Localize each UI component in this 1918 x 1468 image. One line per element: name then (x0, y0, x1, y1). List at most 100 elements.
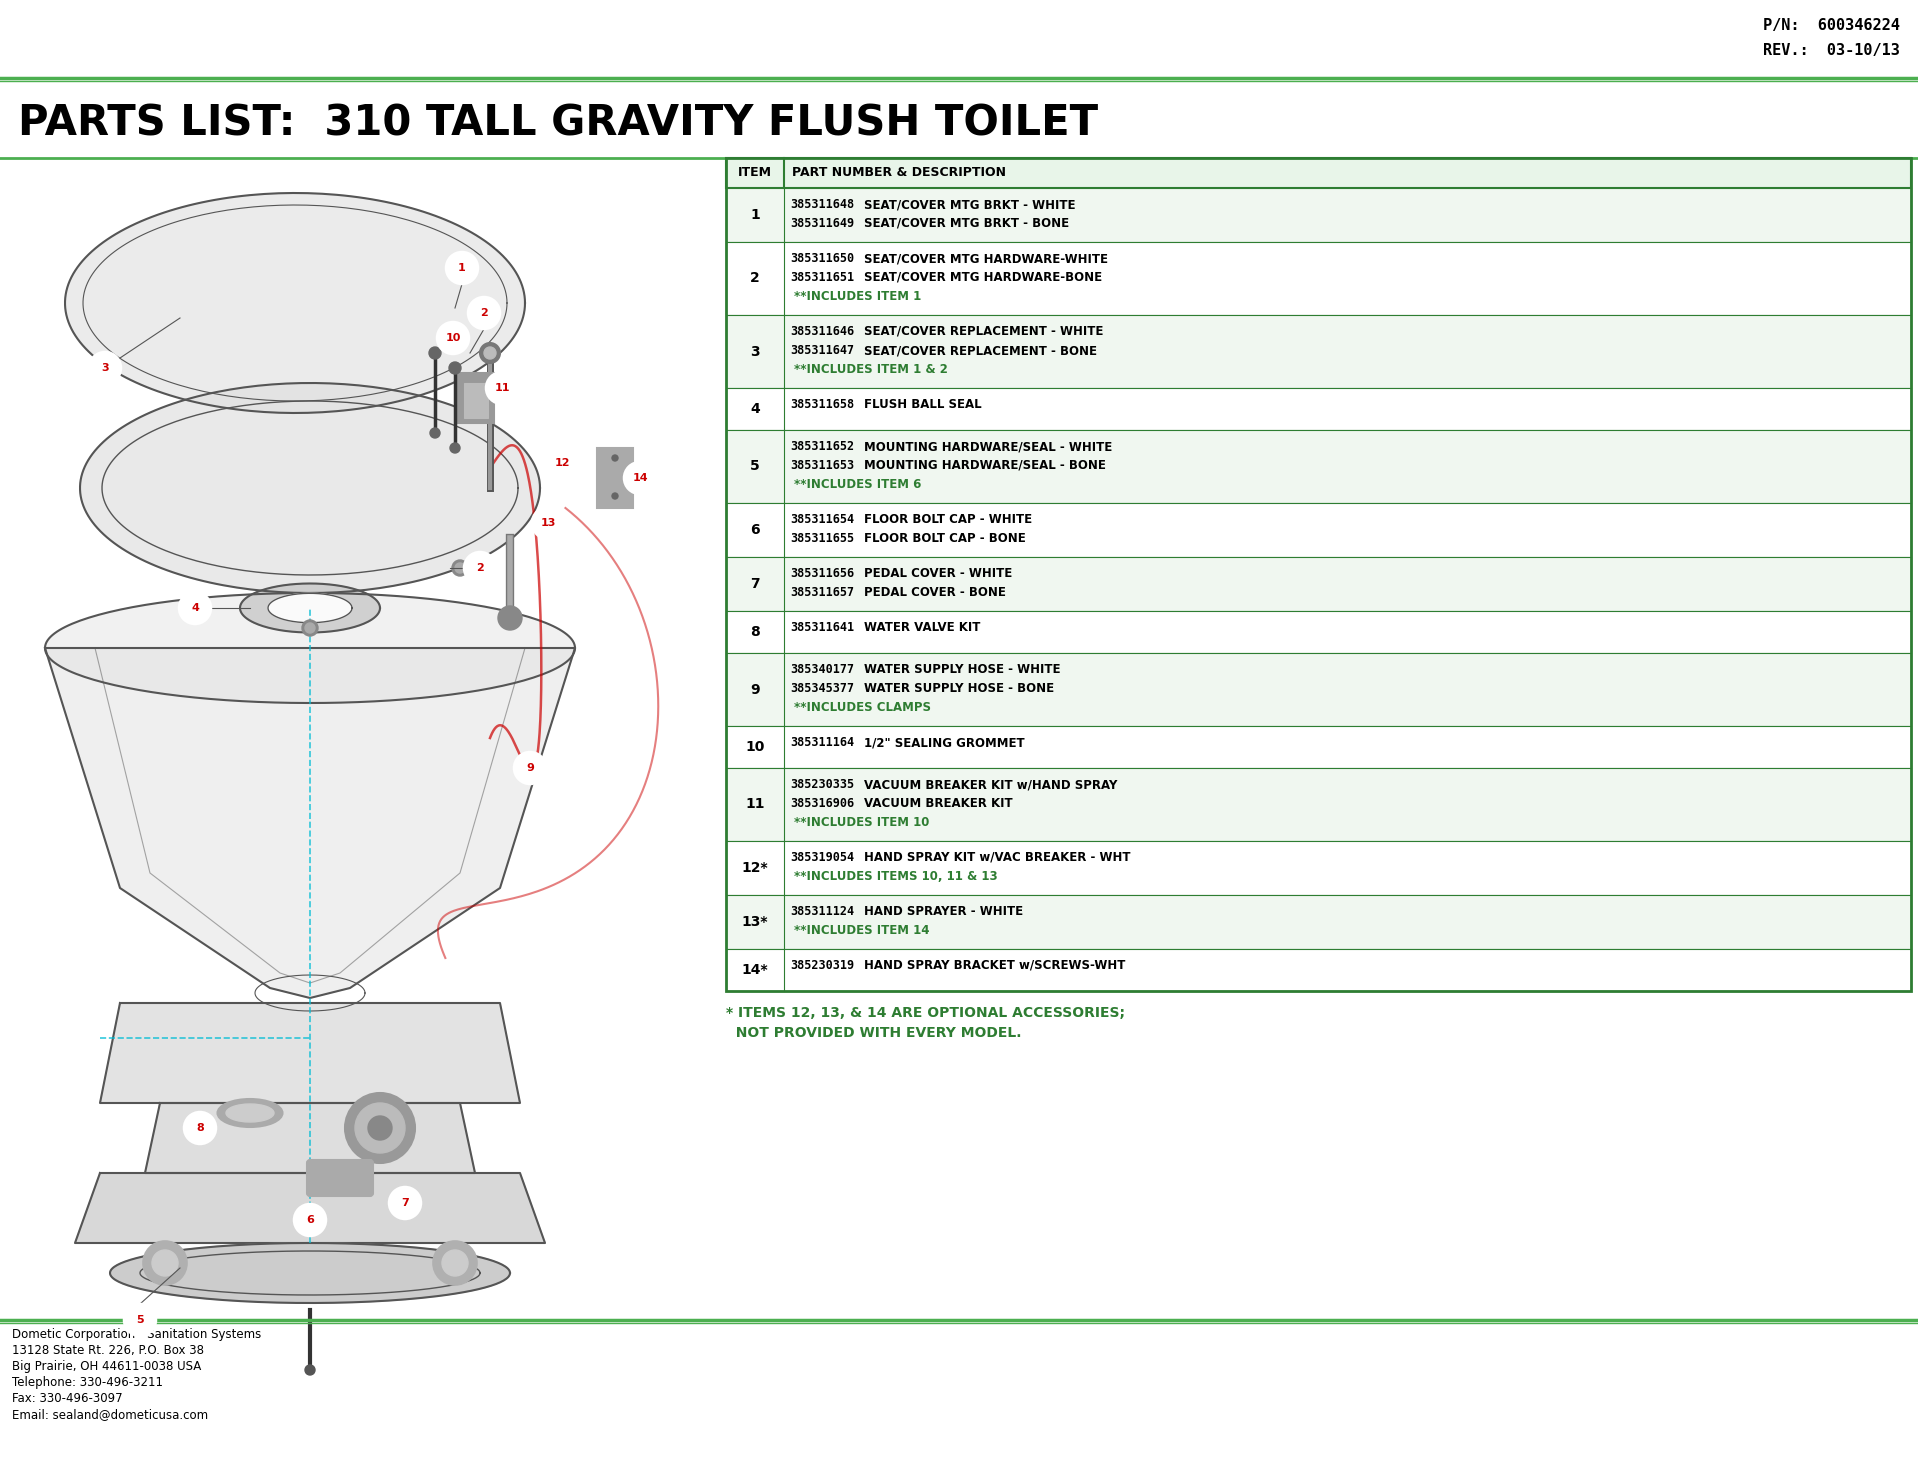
Text: 11: 11 (746, 797, 765, 812)
Circle shape (144, 1240, 186, 1284)
Text: PART NUMBER & DESCRIPTION: PART NUMBER & DESCRIPTION (792, 166, 1007, 179)
Ellipse shape (217, 1100, 282, 1127)
Text: **INCLUDES ITEM 1: **INCLUDES ITEM 1 (794, 291, 921, 302)
Text: 385311656: 385311656 (790, 567, 854, 580)
Text: 385340177: 385340177 (790, 664, 854, 675)
Bar (727, 556, 1910, 611)
Circle shape (612, 493, 618, 499)
Text: 7: 7 (401, 1198, 409, 1208)
Text: HAND SPRAYER - WHITE: HAND SPRAYER - WHITE (863, 904, 1022, 918)
Text: **INCLUDES ITEM 6: **INCLUDES ITEM 6 (794, 479, 921, 490)
Text: 385230335: 385230335 (790, 778, 854, 791)
Bar (727, 727, 1910, 768)
Text: 13: 13 (541, 518, 556, 528)
Bar (727, 430, 1910, 504)
Text: MOUNTING HARDWARE/SEAL - BONE: MOUNTING HARDWARE/SEAL - BONE (863, 459, 1107, 473)
Text: Fax: 330-496-3097: Fax: 330-496-3097 (12, 1392, 123, 1405)
Bar (727, 188, 1910, 242)
Polygon shape (44, 593, 575, 703)
Text: 385311652: 385311652 (790, 440, 854, 454)
Bar (727, 611, 1910, 653)
Text: **INCLUDES CLAMPS: **INCLUDES CLAMPS (794, 702, 930, 713)
FancyBboxPatch shape (596, 448, 633, 508)
Text: 13128 State Rt. 226, P.O. Box 38: 13128 State Rt. 226, P.O. Box 38 (12, 1345, 203, 1356)
FancyBboxPatch shape (464, 383, 487, 418)
Polygon shape (81, 383, 541, 593)
Circle shape (531, 506, 564, 539)
Text: SEAT/COVER REPLACEMENT - WHITE: SEAT/COVER REPLACEMENT - WHITE (863, 324, 1103, 338)
Text: SEAT/COVER MTG HARDWARE-WHITE: SEAT/COVER MTG HARDWARE-WHITE (863, 252, 1109, 266)
Text: 13*: 13* (742, 915, 769, 929)
Text: Email: sealand@dometicusa.com: Email: sealand@dometicusa.com (12, 1408, 209, 1421)
Polygon shape (269, 593, 353, 622)
Text: 8: 8 (750, 625, 760, 639)
Text: 385311124: 385311124 (790, 904, 854, 918)
Text: 385345377: 385345377 (790, 683, 854, 694)
Bar (727, 159, 1910, 991)
Text: 385316906: 385316906 (790, 797, 854, 810)
Text: 1/2" SEALING GROMMET: 1/2" SEALING GROMMET (863, 735, 1024, 749)
Text: 385311653: 385311653 (790, 459, 854, 473)
Text: 385311646: 385311646 (790, 324, 854, 338)
Text: MOUNTING HARDWARE/SEAL - WHITE: MOUNTING HARDWARE/SEAL - WHITE (863, 440, 1112, 454)
Text: 5: 5 (750, 459, 760, 474)
Text: 385311657: 385311657 (790, 586, 854, 599)
Circle shape (305, 622, 315, 633)
Text: HAND SPRAY BRACKET w/SCREWS-WHT: HAND SPRAY BRACKET w/SCREWS-WHT (863, 959, 1126, 972)
Text: SEAT/COVER MTG BRKT - WHITE: SEAT/COVER MTG BRKT - WHITE (863, 198, 1076, 211)
Text: 385311648: 385311648 (790, 198, 854, 211)
Text: **INCLUDES ITEM 1 & 2: **INCLUDES ITEM 1 & 2 (794, 363, 947, 376)
Text: 14*: 14* (742, 963, 769, 978)
Circle shape (184, 1111, 217, 1144)
Circle shape (437, 321, 470, 354)
Circle shape (514, 752, 547, 784)
Text: 9: 9 (750, 683, 760, 696)
Text: **INCLUDES ITEM 14: **INCLUDES ITEM 14 (794, 923, 930, 937)
Text: PEDAL COVER - BONE: PEDAL COVER - BONE (863, 586, 1005, 599)
Text: WATER SUPPLY HOSE - WHITE: WATER SUPPLY HOSE - WHITE (863, 664, 1061, 675)
Circle shape (453, 559, 468, 575)
Circle shape (368, 1116, 391, 1141)
Text: 7: 7 (750, 577, 760, 592)
Circle shape (305, 1365, 315, 1376)
Circle shape (485, 371, 518, 404)
Polygon shape (109, 1243, 510, 1304)
Text: 2: 2 (476, 564, 483, 573)
Text: 6: 6 (307, 1216, 315, 1224)
Text: Big Prairie, OH 44611-0038 USA: Big Prairie, OH 44611-0038 USA (12, 1359, 201, 1373)
Text: 385311654: 385311654 (790, 512, 854, 526)
Text: P/N:  600346224: P/N: 600346224 (1763, 18, 1901, 32)
Text: ITEM: ITEM (738, 166, 773, 179)
Circle shape (441, 1249, 468, 1276)
Text: **INCLUDES ITEMS 10, 11 & 13: **INCLUDES ITEMS 10, 11 & 13 (794, 871, 997, 882)
Bar (727, 242, 1910, 316)
Circle shape (389, 1188, 420, 1218)
Text: VACUUM BREAKER KIT: VACUUM BREAKER KIT (863, 797, 1013, 810)
Text: 4: 4 (192, 603, 199, 614)
Circle shape (152, 1249, 178, 1276)
Text: 14: 14 (633, 473, 648, 483)
Circle shape (433, 1240, 478, 1284)
Circle shape (293, 1204, 326, 1236)
Polygon shape (240, 583, 380, 633)
Circle shape (455, 564, 464, 573)
Text: 10: 10 (746, 740, 765, 755)
Text: FLUSH BALL SEAL: FLUSH BALL SEAL (863, 398, 982, 411)
Text: REV.:  03-10/13: REV.: 03-10/13 (1763, 43, 1901, 59)
Text: 10: 10 (445, 333, 460, 344)
Bar (727, 895, 1910, 948)
Text: 385311649: 385311649 (790, 217, 854, 230)
Text: 385311164: 385311164 (790, 735, 854, 749)
Ellipse shape (226, 1104, 274, 1122)
Text: FLOOR BOLT CAP - WHITE: FLOOR BOLT CAP - WHITE (863, 512, 1032, 526)
Text: WATER SUPPLY HOSE - BONE: WATER SUPPLY HOSE - BONE (863, 683, 1055, 694)
Text: NOT PROVIDED WITH EVERY MODEL.: NOT PROVIDED WITH EVERY MODEL. (727, 1026, 1022, 1039)
Circle shape (301, 619, 318, 636)
Text: Telephone: 330-496-3211: Telephone: 330-496-3211 (12, 1376, 163, 1389)
Circle shape (447, 252, 478, 283)
Text: **INCLUDES ITEM 10: **INCLUDES ITEM 10 (794, 816, 930, 829)
Circle shape (464, 552, 497, 584)
Circle shape (88, 352, 121, 385)
Bar (727, 504, 1910, 556)
Circle shape (499, 606, 522, 630)
